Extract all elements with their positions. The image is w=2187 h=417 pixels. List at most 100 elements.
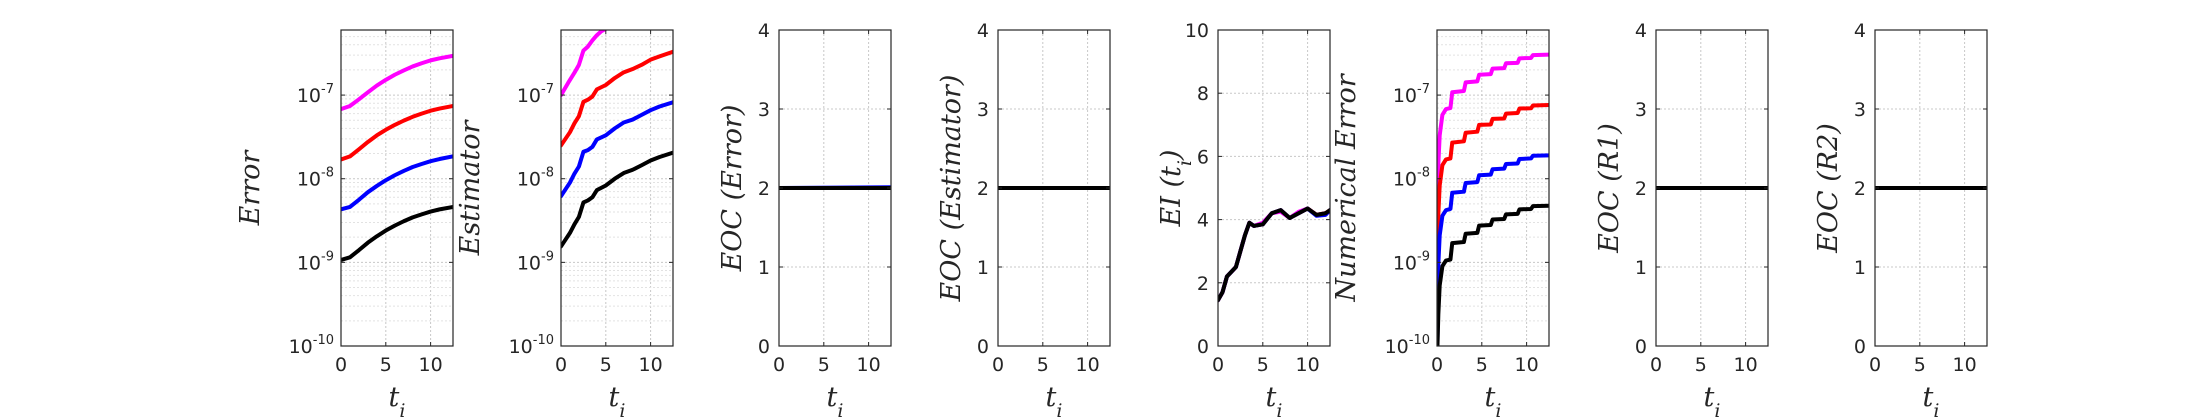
plot-area [561,30,673,346]
y-tick-label: 4 [977,20,989,42]
y-tick-label: 4 [758,20,770,42]
x-tick-label: 10 [419,354,443,376]
x-tick-label: 5 [600,354,612,376]
x-tick-label: 0 [1431,354,1443,376]
y-tick-label: 10-7 [517,82,554,107]
y-axis-label: Estimator [455,119,486,257]
y-tick-label: 1 [758,257,770,279]
x-axis-label: ti [1923,382,1940,417]
x-axis-label: ti [1485,382,1502,417]
chart-panel-8: 0 5 10 0 1 2 3 4 ti EOC (R2) [1813,20,1988,417]
x-tick-label: 10 [1076,354,1100,376]
y-tick-label: 2 [1197,273,1209,295]
x-tick-label: 0 [1650,354,1662,376]
y-tick-label: 3 [977,99,989,121]
y-tick-label: 0 [758,336,770,358]
x-tick-label: 5 [1476,354,1488,376]
x-tick-label: 10 [639,354,663,376]
series-line-2 [341,104,453,162]
series-line-2 [561,49,673,148]
y-tick-label: 10-8 [297,166,334,191]
y-axis-label: EI (ti) [1156,150,1196,228]
x-axis-label: ti [1046,382,1063,417]
y-tick-label: 10 [1185,20,1209,42]
y-axis-label: EOC (R2) [1813,123,1844,254]
x-tick-label: 0 [992,354,1004,376]
x-tick-label: 5 [1914,354,1926,376]
x-axis-label: ti [827,382,844,417]
y-tick-label: 3 [1854,99,1866,121]
x-tick-label: 5 [1695,354,1707,376]
axes-box [1217,29,1331,347]
chart-panel-2: 0 5 10 10-10 10-9 10-8 10-7 ti Estimator [455,29,674,417]
y-tick-label: 3 [758,99,770,121]
plot-area [1218,30,1330,346]
x-tick-label: 5 [1257,354,1269,376]
chart-panel-6: 0 5 10 10-10 10-9 10-8 10-7 ti Numerical Error [1331,29,1550,417]
y-tick-label: 1 [1854,257,1866,279]
series-line-4 [1218,206,1330,303]
y-tick-label: 4 [1197,210,1209,232]
chart-panel-7: 0 5 10 0 1 2 3 4 ti EOC (R1) [1594,20,1769,417]
x-tick-label: 10 [1953,354,1977,376]
y-tick-label: 10-9 [297,249,334,274]
x-tick-label: 10 [1296,354,1320,376]
x-tick-label: 0 [1212,354,1224,376]
y-axis-label: Numerical Error [1331,72,1362,302]
y-tick-label: 0 [977,336,989,358]
y-tick-label: 6 [1197,146,1209,168]
y-tick-label: 2 [1854,178,1866,200]
y-tick-label: 10-8 [517,166,554,191]
x-tick-label: 5 [1037,354,1049,376]
series-line-1 [341,53,453,112]
x-tick-label: 0 [555,354,567,376]
y-axis-label: EOC (Error) [717,105,748,273]
y-tick-label: 10-9 [1393,249,1430,274]
chart-panel-3: 0 5 10 0 1 2 3 4 ti EOC (Error) [717,20,892,417]
series-line-3 [1437,153,1549,346]
x-tick-label: 0 [335,354,347,376]
series-line-2 [1437,103,1549,309]
y-tick-label: 0 [1197,336,1209,358]
y-tick-label: 2 [977,178,989,200]
x-axis-label: ti [389,382,406,417]
x-axis-label: ti [1704,382,1721,417]
series-line-1 [561,30,608,98]
axes-box [1436,29,1550,347]
y-tick-label: 10-10 [1385,333,1430,358]
series-line-3 [561,100,673,199]
x-tick-label: 0 [1869,354,1881,376]
y-tick-label: 0 [1635,336,1647,358]
x-axis-label: ti [609,382,626,417]
chart-panel-5: 0 5 10 0 2 4 6 8 10 ti EI (ti) [1156,20,1331,417]
plot-area [1437,30,1549,346]
series-line-3 [341,154,453,212]
chart-panel-4: 0 5 10 0 1 2 3 4 ti EOC (Estimator) [936,20,1111,417]
y-axis-label: Error [235,149,266,227]
y-axis-label: EOC (R1) [1594,123,1625,254]
chart-panel-1: 0 5 10 10-10 10-9 10-8 10-7 ti Error [235,29,454,417]
y-tick-label: 8 [1197,83,1209,105]
y-tick-label: 10-7 [1393,82,1430,107]
y-tick-label: 2 [1635,178,1647,200]
series-line-4 [341,204,453,262]
series-line-4 [1437,203,1549,346]
x-tick-label: 10 [857,354,881,376]
x-tick-label: 5 [818,354,830,376]
series-line-1 [1437,52,1549,258]
y-tick-label: 0 [1854,336,1866,358]
x-axis-label: ti [1266,382,1283,417]
y-tick-label: 1 [1635,257,1647,279]
y-tick-label: 10-9 [517,249,554,274]
x-tick-label: 10 [1515,354,1539,376]
y-tick-label: 10-10 [509,333,554,358]
y-tick-label: 1 [977,257,989,279]
axes-box [560,29,674,347]
axes-box [340,29,454,347]
y-tick-label: 4 [1635,20,1647,42]
y-tick-label: 10-7 [297,82,334,107]
y-tick-label: 2 [758,178,770,200]
y-tick-label: 10-10 [289,333,334,358]
y-axis-label: EOC (Estimator) [936,75,967,303]
